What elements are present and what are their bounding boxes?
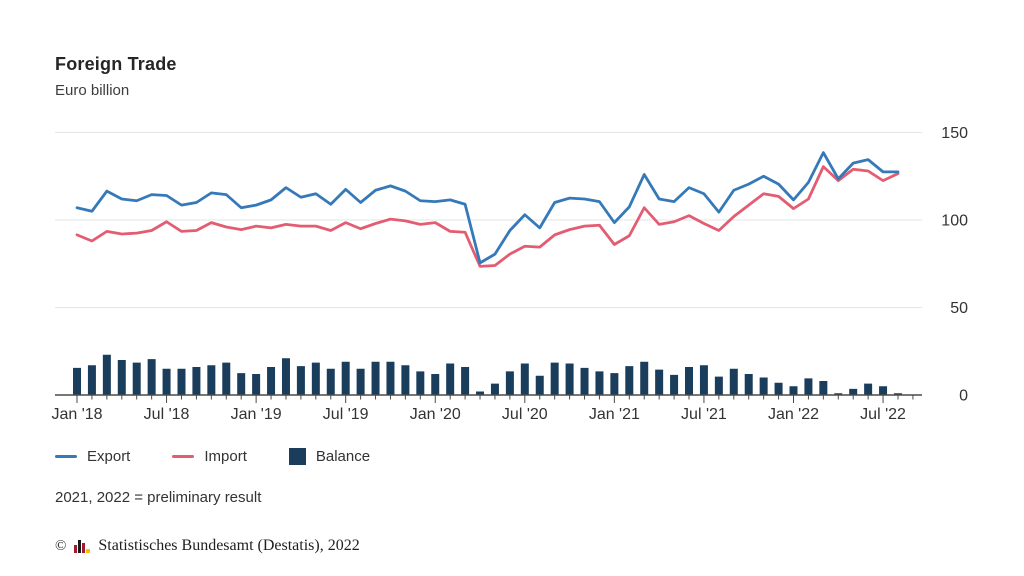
balance-bar	[714, 376, 723, 395]
balance-bar	[401, 365, 410, 395]
balance-bar	[102, 354, 111, 395]
x-tick-label: Jan '18	[51, 406, 102, 423]
x-tick-label: Jul '20	[502, 406, 548, 423]
import-line	[75, 165, 900, 268]
balance-bar	[729, 368, 738, 395]
balance-bar	[864, 383, 873, 395]
balance-bar	[610, 373, 619, 395]
balance-bar	[550, 362, 559, 395]
balance-bar	[207, 365, 216, 395]
balance-bar	[73, 367, 81, 395]
balance-bar	[252, 374, 261, 395]
import-line-swatch-icon	[172, 455, 195, 458]
footer-source-text: Statistisches Bundesamt (Destatis), 2022	[98, 537, 360, 554]
destatis-bars-icon	[74, 539, 91, 553]
balance-bar	[192, 367, 201, 395]
chart-subtitle: Euro billion	[55, 82, 130, 99]
balance-bar	[446, 363, 455, 395]
export-line	[75, 151, 900, 265]
balance-bar	[371, 361, 380, 395]
foreign-trade-chart: Jan '18 Jul '18 Jan '19 Jul '19 Jan '20 Jul '…	[51, 125, 968, 423]
balance-bar	[296, 366, 305, 395]
x-tick-label: Jul '18	[144, 406, 190, 423]
legend-export-label: Export	[87, 448, 131, 465]
x-tick-label: Jul '19	[323, 406, 369, 423]
balance-bar	[162, 368, 171, 395]
balance-bar	[117, 360, 126, 395]
balance-bar	[87, 365, 96, 395]
balance-bar	[237, 373, 246, 395]
balance-bar	[774, 382, 783, 395]
balance-bar	[655, 369, 664, 395]
balance-bar	[505, 371, 514, 395]
y-tick-label: 50	[950, 300, 968, 317]
balance-bar	[476, 391, 485, 395]
x-tick-label: Jul '21	[681, 406, 727, 423]
balance-bar	[804, 378, 813, 395]
balance-bar	[595, 371, 604, 395]
y-tick-label: 150	[941, 125, 968, 142]
balance-bar	[834, 393, 843, 395]
balance-bar	[744, 374, 753, 395]
balance-bar	[177, 368, 186, 395]
balance-bar	[431, 374, 440, 395]
legend-item-export: Export	[55, 448, 130, 465]
balance-bar	[490, 383, 499, 395]
x-tick-label: Jul '22	[860, 406, 906, 423]
balance-bar	[879, 386, 888, 395]
legend-item-import: Import	[172, 448, 247, 465]
legend-item-balance: Balance	[288, 448, 371, 465]
x-tick-label: Jan '21	[589, 406, 640, 423]
balance-bar	[132, 362, 141, 395]
balance-bar	[789, 386, 798, 395]
balance-square-swatch-icon	[288, 448, 306, 465]
y-tick-label: 0	[959, 388, 968, 405]
balance-bar	[341, 361, 350, 395]
legend-balance-label: Balance	[315, 448, 371, 465]
balance-bar	[625, 366, 634, 395]
page-title: Foreign Trade	[55, 54, 177, 74]
balance-bar	[356, 368, 365, 395]
x-tick-label: Jan '19	[231, 406, 282, 423]
balance-bar	[699, 365, 708, 395]
copyright-symbol: ©	[55, 537, 67, 554]
balance-bar	[759, 377, 768, 395]
balance-bar	[461, 367, 470, 395]
balance-bar	[520, 363, 529, 395]
balance-bar	[565, 363, 574, 395]
balance-bar	[386, 361, 395, 395]
balance-bar	[147, 359, 156, 395]
preliminary-result-note: 2021, 2022 = preliminary result	[55, 489, 262, 506]
balance-bar	[535, 375, 544, 395]
export-line-swatch-icon	[55, 455, 77, 458]
x-tick-label: Jan '22	[768, 406, 819, 423]
balance-bar	[222, 362, 231, 395]
y-tick-label: 100	[941, 213, 968, 230]
x-tick-label: Jan '20	[410, 406, 461, 423]
balance-bar	[849, 388, 858, 395]
balance-bar	[580, 367, 589, 395]
balance-bar	[893, 393, 902, 395]
balance-bar	[640, 361, 649, 395]
legend-import-label: Import	[204, 448, 247, 465]
balance-bar	[819, 381, 828, 395]
balance-bar	[281, 358, 290, 395]
balance-bar	[311, 362, 320, 395]
balance-bar	[670, 374, 679, 395]
chart-legend: Export Import Balance	[55, 448, 370, 465]
balance-bar	[267, 367, 276, 395]
copyright-footer: © Statistisches Bundesamt (Destatis), 20…	[55, 537, 360, 555]
balance-bar	[326, 368, 335, 395]
balance-bar	[416, 371, 425, 395]
balance-bar	[685, 367, 694, 395]
